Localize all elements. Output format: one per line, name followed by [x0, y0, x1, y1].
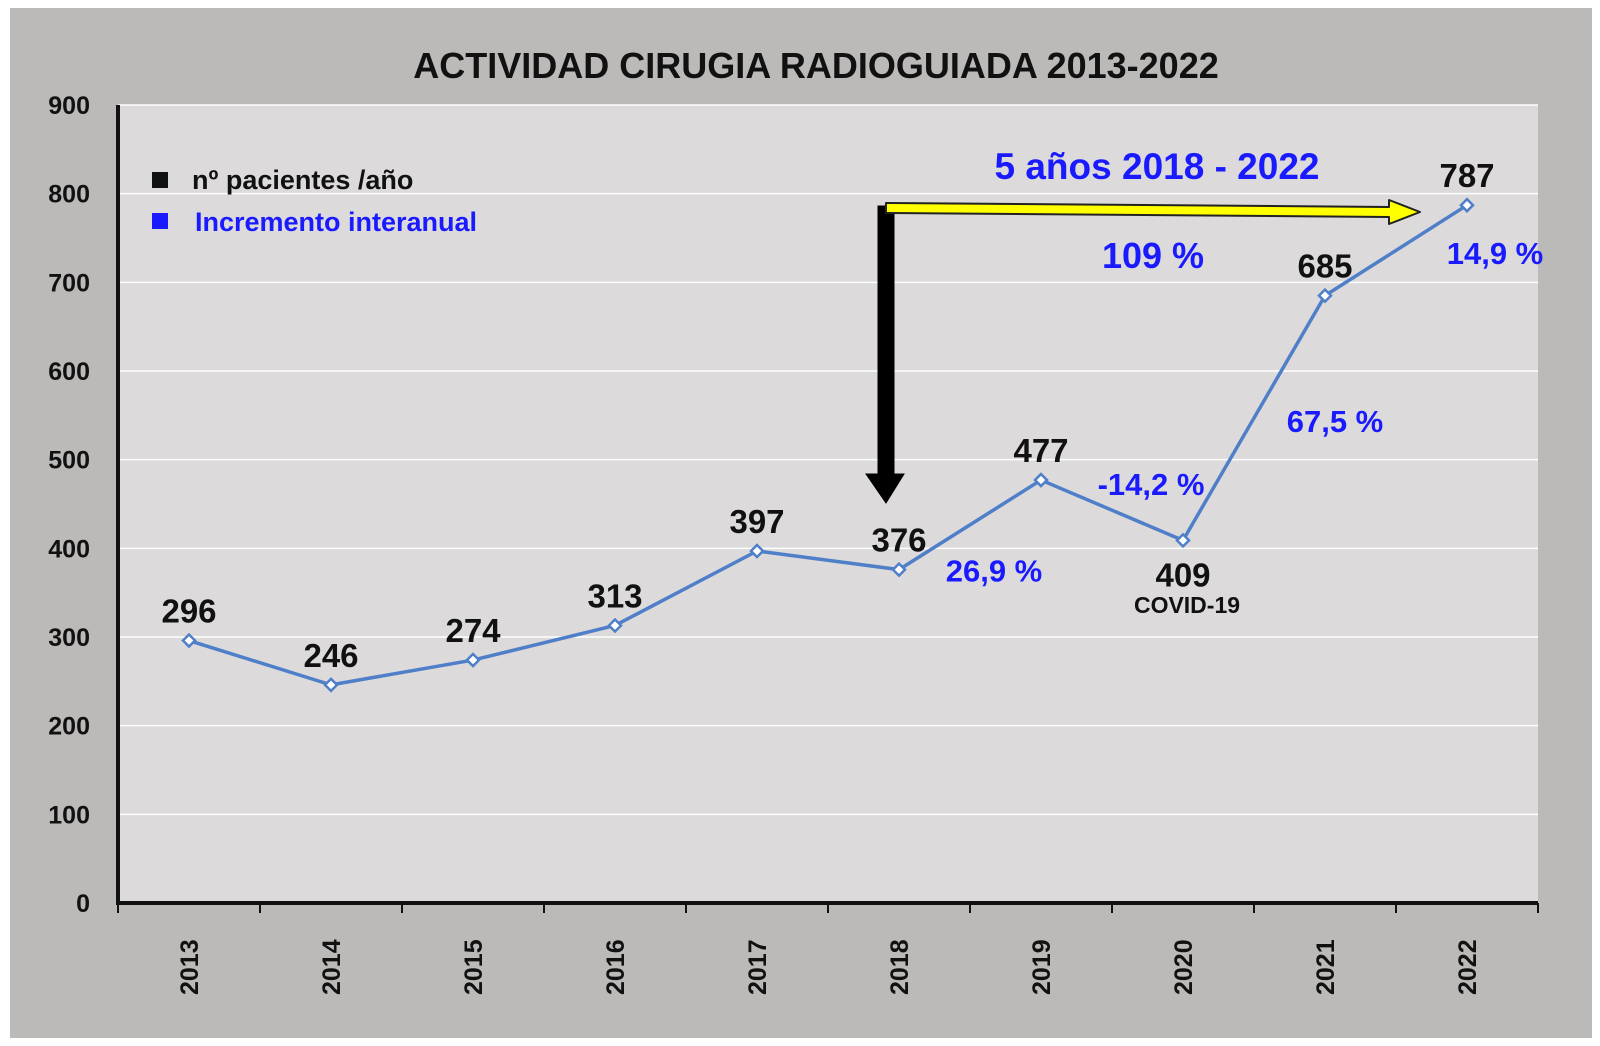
value-label-2020: 409: [1155, 556, 1210, 593]
value-label-2019: 477: [1013, 432, 1068, 469]
value-label-2016: 313: [587, 577, 642, 614]
value-label-2015: 274: [445, 612, 501, 649]
value-label-2018: 376: [871, 522, 926, 559]
increment-labels: 26,9 % -14,2 % 67,5 % 14,9 %: [946, 236, 1544, 588]
legend-label-pacientes: nº pacientes /año: [192, 165, 413, 195]
yellow-right-arrow: [885, 199, 1421, 225]
increment-label-2022: 14,9 %: [1447, 236, 1544, 271]
period-label: 5 años 2018 - 2022: [995, 146, 1320, 187]
increment-label-2021: 67,5 %: [1287, 404, 1384, 439]
data-point-2021: [1317, 287, 1333, 304]
series-line: [188, 203, 1468, 687]
x-tick-label-2018: 2018: [886, 939, 914, 995]
gridlines: [118, 104, 1538, 816]
data-point-2013: [181, 632, 197, 649]
data-point-2017: [749, 543, 765, 559]
value-label-2017: 397: [729, 503, 784, 540]
x-tick-label-2021: 2021: [1312, 939, 1340, 995]
value-label-2013: 296: [161, 593, 216, 630]
black-down-arrow: [865, 205, 905, 504]
y-axis-ticks: 0 100 200 300 400 500 600 700 800 900: [48, 92, 90, 918]
y-tick-label-300: 300: [48, 624, 90, 652]
y-tick-label-0: 0: [76, 890, 90, 918]
legend-swatch-pacientes: [152, 172, 168, 188]
plot-area: [118, 105, 1538, 903]
legend-label-incremento: Incremento interanual: [195, 207, 477, 237]
data-point-2019: [1033, 472, 1049, 488]
x-tick-label-2017: 2017: [744, 939, 772, 995]
y-tick-label-400: 400: [48, 535, 90, 563]
y-tick-label-800: 800: [48, 181, 90, 209]
value-label-2021: 685: [1297, 248, 1352, 285]
y-tick-label-100: 100: [48, 801, 90, 829]
data-point-2014: [323, 677, 339, 693]
legend-swatch-incremento: [152, 213, 168, 229]
data-point-2018: [891, 561, 907, 578]
y-tick-label-200: 200: [48, 713, 90, 741]
x-tick-label-2015: 2015: [460, 939, 488, 995]
y-tick-label-700: 700: [48, 269, 90, 297]
value-label-2022: 787: [1439, 157, 1494, 194]
legend: nº pacientes /año Incremento interanual: [152, 165, 477, 237]
covid-note: COVID-19: [1134, 592, 1240, 618]
x-tick-label-2016: 2016: [602, 939, 630, 995]
y-tick-label-600: 600: [48, 358, 90, 386]
x-axis-ticks: 2013 2014 2015 2016 2017 2018 2019 2020 2021 2022: [176, 939, 1482, 995]
period-increase: 109 %: [1102, 235, 1204, 276]
chart-title: ACTIVIDAD CIRUGIA RADIOGUIADA 2013-2022: [413, 45, 1218, 86]
data-point-2022: [1459, 197, 1475, 213]
data-point-2020: [1175, 532, 1191, 549]
increment-label-2020: -14,2 %: [1098, 467, 1205, 502]
data-point-2015: [465, 652, 481, 668]
x-tick-label-2013: 2013: [176, 939, 204, 995]
x-tick-label-2022: 2022: [1454, 939, 1482, 995]
y-tick-label-500: 500: [48, 447, 90, 475]
axes: [116, 105, 1539, 913]
value-labels: 296 246 274 313 397 376 477 409 685 787: [161, 157, 1494, 674]
period-arrows: 5 años 2018 - 2022 109 %: [865, 146, 1421, 504]
value-label-2014: 246: [303, 637, 358, 674]
data-point-2016: [607, 617, 623, 634]
x-tick-label-2014: 2014: [318, 939, 346, 995]
x-tick-label-2020: 2020: [1170, 939, 1198, 995]
x-tick-label-2019: 2019: [1028, 939, 1056, 995]
increment-label-2019: 26,9 %: [946, 554, 1043, 589]
y-tick-label-900: 900: [48, 92, 90, 120]
series-pacientes: [181, 197, 1475, 693]
